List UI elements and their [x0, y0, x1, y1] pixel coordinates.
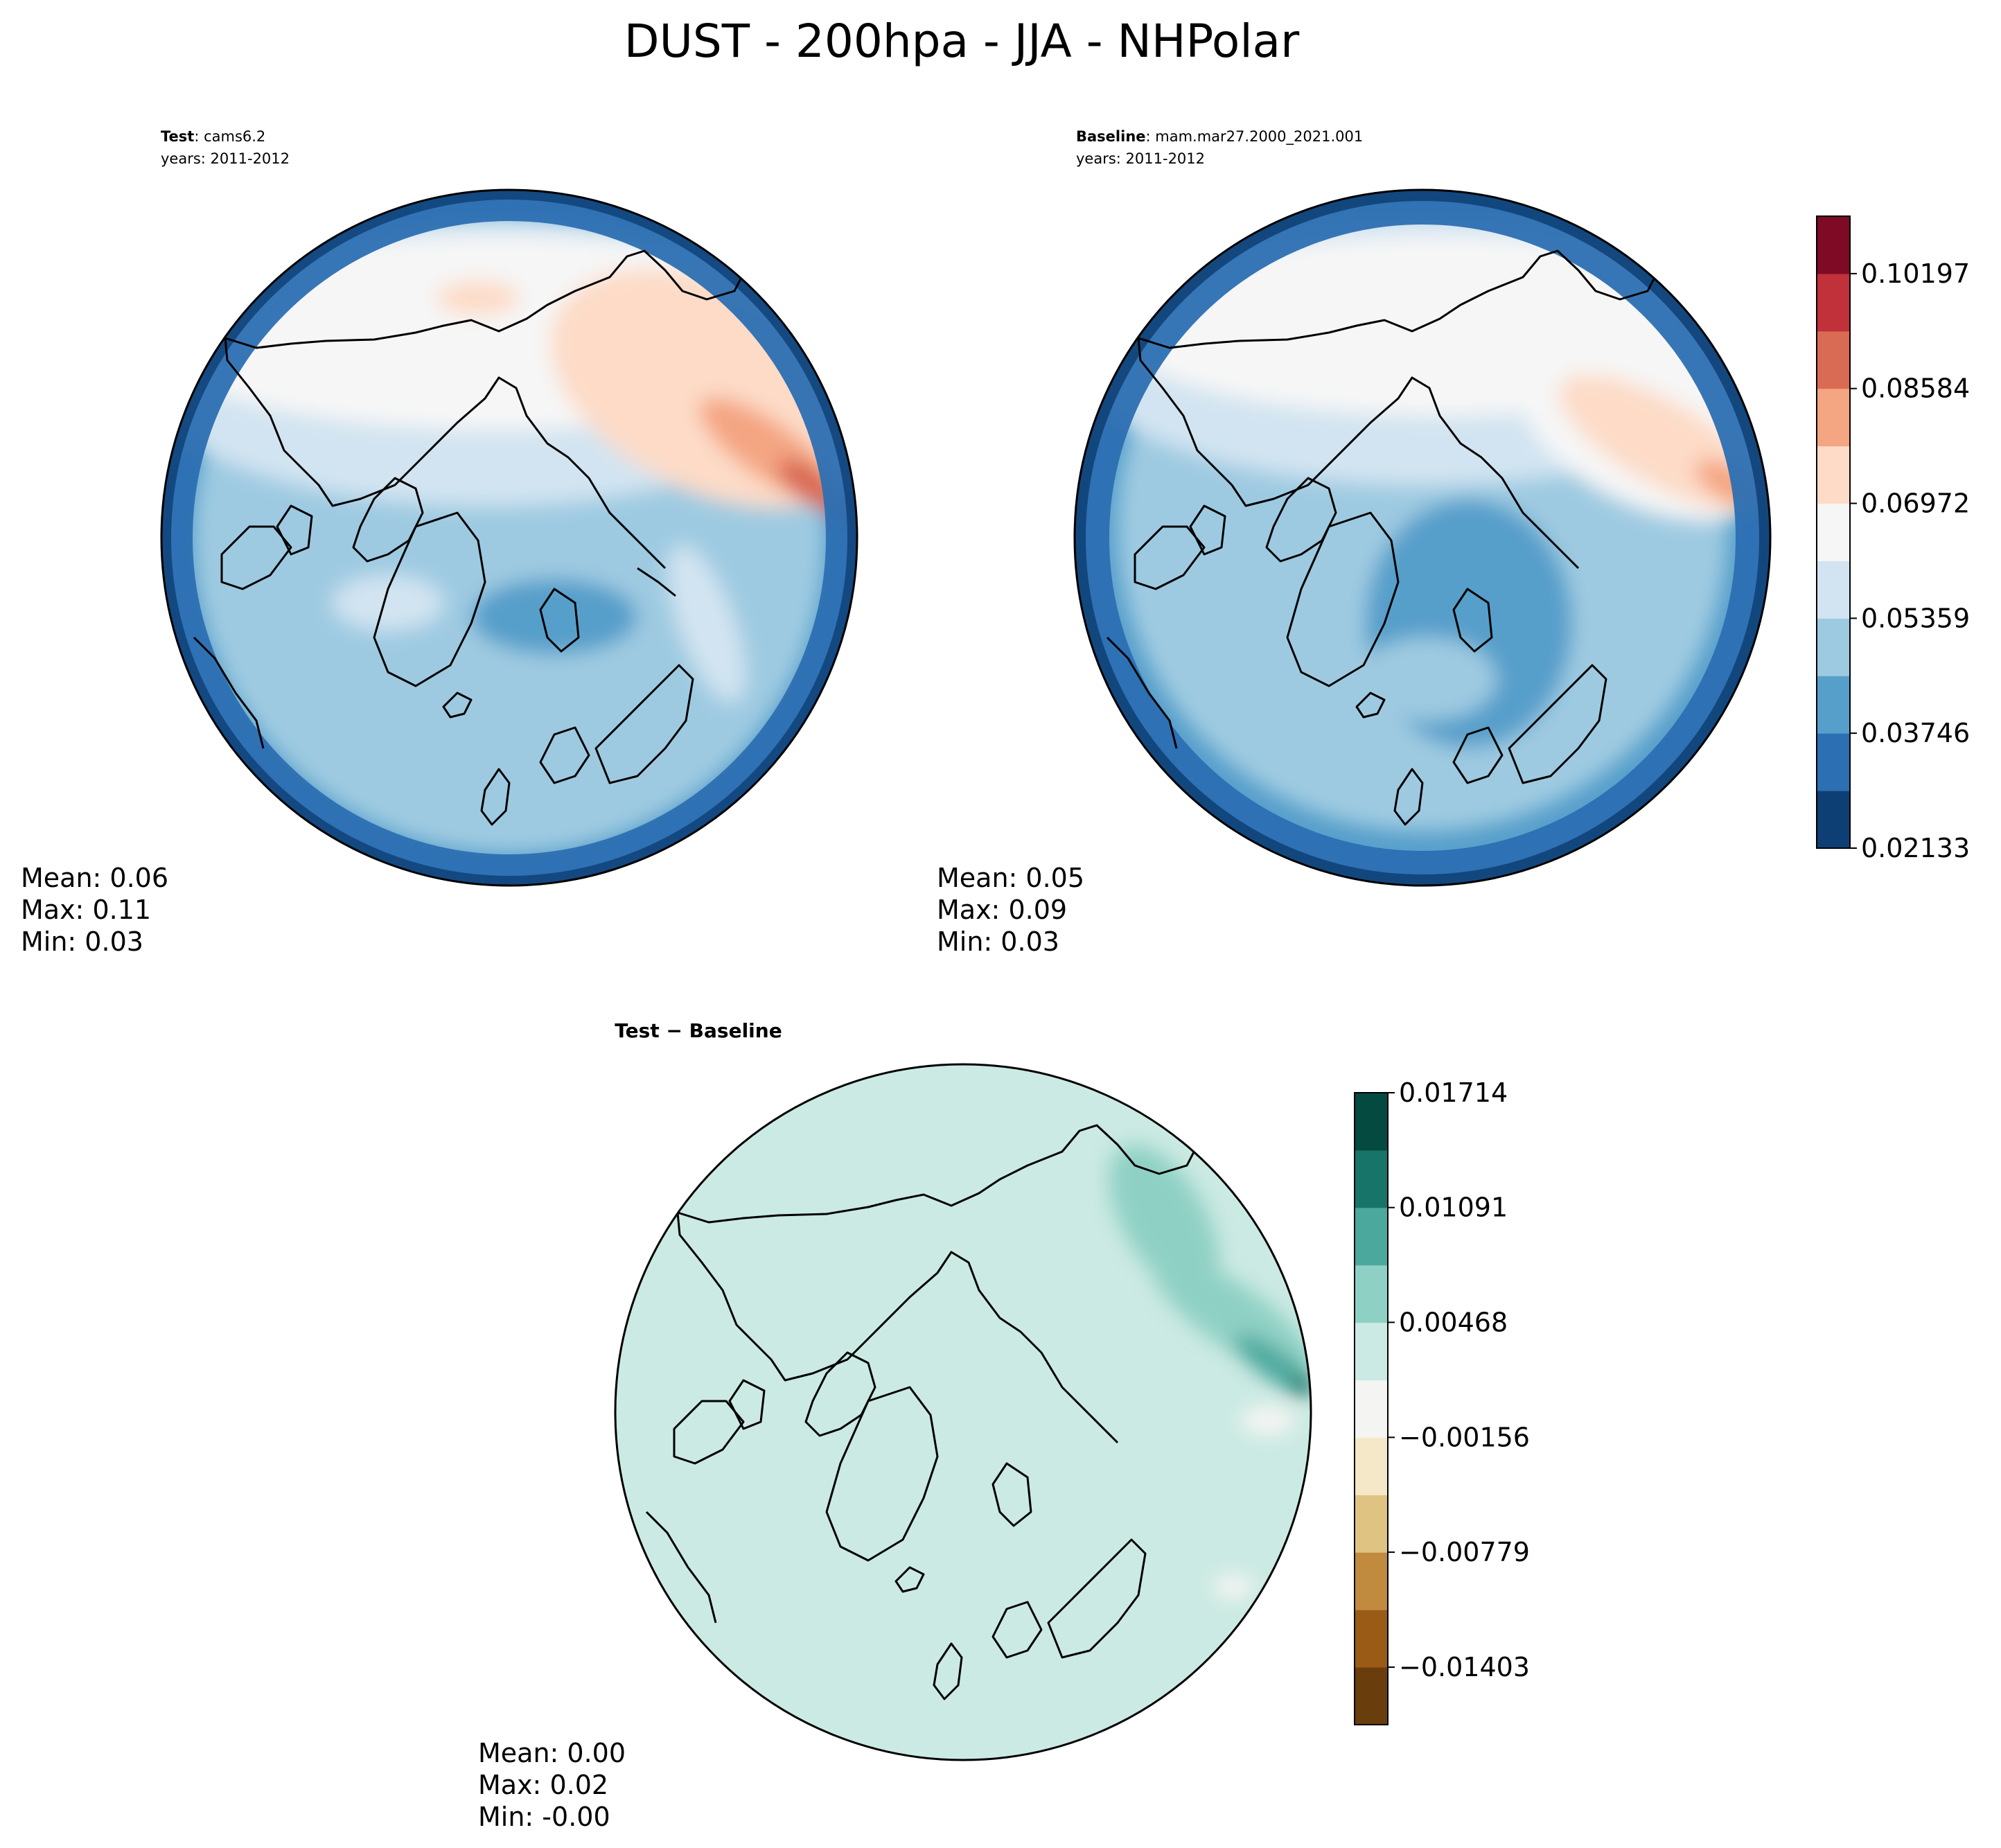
- panel-baseline-label-bold: Baseline: [1076, 128, 1146, 145]
- panel-test-years: years: 2011-2012: [161, 150, 290, 167]
- panel-test-label-rest: : cams6.2: [194, 128, 265, 145]
- figure-title: DUST - 200hpa - JJA - NHPolar: [624, 15, 1300, 68]
- colorbar-diff-tick-label: −0.00156: [1399, 1422, 1530, 1452]
- colorbar-diff-border: [1354, 1092, 1389, 1725]
- colorbar-main-swatch: [1817, 676, 1850, 734]
- colorbar-diff-swatch: [1355, 1322, 1388, 1381]
- colorbar-main-swatch: [1817, 561, 1850, 619]
- panel-diff-mean: Mean: 0.00: [478, 1738, 626, 1768]
- colorbar-diff-swatch: [1355, 1265, 1388, 1323]
- colorbar-diff: 0.01714 0.01091 0.00468 −0.00156 −0.00779 −0.…: [1354, 1077, 1530, 1725]
- colorbar-diff-swatch: [1355, 1495, 1388, 1553]
- panel-baseline-mean: Mean: 0.05: [937, 863, 1084, 893]
- colorbar-diff-swatch: [1355, 1437, 1388, 1495]
- colorbar-diff-swatch: [1355, 1207, 1388, 1266]
- colorbar-main-swatch: [1817, 503, 1850, 561]
- colorbar-main-swatch: [1817, 733, 1850, 791]
- colorbar-diff-swatch: [1355, 1380, 1388, 1438]
- colorbar-main-tick-label: 0.05359: [1861, 603, 1970, 633]
- map-diff: [615, 1064, 1311, 1760]
- colorbar-diff-swatch: [1355, 1150, 1388, 1208]
- panel-baseline-label: Baseline: mam.mar27.2000_2021.001: [1076, 128, 1363, 146]
- colorbar-diff-tick-label: −0.00779: [1399, 1537, 1530, 1567]
- map-baseline-border: [1073, 188, 1772, 887]
- colorbar-diff-swatch: [1355, 1552, 1388, 1610]
- panel-test-max: Max: 0.11: [21, 895, 151, 925]
- panel-test-label-bold: Test: [161, 128, 194, 145]
- colorbar-main-swatch: [1817, 273, 1850, 332]
- panel-baseline-max: Max: 0.09: [937, 895, 1067, 925]
- colorbar-main-tick-label: 0.02133: [1861, 833, 1970, 863]
- panel-baseline-label-rest: : mam.mar27.2000_2021.001: [1146, 128, 1364, 146]
- colorbar-diff-swatch: [1355, 1667, 1388, 1725]
- colorbar-diff-tick-label: −0.01403: [1399, 1652, 1530, 1682]
- colorbar-main-swatch: [1817, 446, 1850, 504]
- panel-baseline: Baseline: mam.mar27.2000_2021.001 years:…: [937, 128, 1772, 957]
- colorbar-diff-swatch: [1355, 1610, 1388, 1668]
- map-baseline: [1075, 190, 1770, 886]
- colorbar-main: 0.10197 0.08584 0.06972 0.05359 0.03746 0.021…: [1816, 215, 1970, 863]
- panel-diff-label: Test − Baseline: [615, 1019, 782, 1042]
- colorbar-main-border: [1816, 215, 1851, 849]
- panel-test-label: Test: cams6.2: [161, 128, 265, 145]
- colorbar-main-swatch: [1817, 618, 1850, 676]
- panel-baseline-min: Min: 0.03: [937, 926, 1059, 957]
- colorbar-diff-swatch: [1355, 1093, 1388, 1151]
- colorbar-main-tick-label: 0.10197: [1861, 258, 1970, 289]
- panel-diff-max: Max: 0.02: [478, 1770, 608, 1800]
- panel-diff: Test − Baseline: [478, 1019, 1312, 1832]
- panel-baseline-years: years: 2011-2012: [1076, 150, 1205, 167]
- panel-diff-min: Min: -0.00: [478, 1802, 610, 1832]
- panel-test-min: Min: 0.03: [21, 926, 143, 957]
- map-diff-border: [614, 1063, 1312, 1761]
- colorbar-diff-tick-label: 0.01714: [1399, 1077, 1508, 1108]
- colorbar-main-tick-label: 0.08584: [1861, 373, 1970, 404]
- colorbar-main-tick-label: 0.06972: [1861, 488, 1970, 518]
- colorbar-diff-tick-label: 0.01091: [1399, 1193, 1508, 1223]
- colorbar-main-swatch: [1817, 791, 1850, 849]
- colorbar-main-swatch: [1817, 331, 1850, 389]
- colorbar-diff-tick-label: 0.00468: [1399, 1307, 1508, 1337]
- panel-test: Test: cams6.2 years: 2011-2012: [21, 128, 858, 957]
- map-test: [161, 190, 857, 886]
- panel-test-mean: Mean: 0.06: [21, 863, 168, 893]
- map-test-border: [160, 188, 858, 887]
- colorbar-main-swatch: [1817, 388, 1850, 447]
- colorbar-main-swatch: [1817, 216, 1850, 274]
- colorbar-main-tick-label: 0.03746: [1861, 718, 1970, 748]
